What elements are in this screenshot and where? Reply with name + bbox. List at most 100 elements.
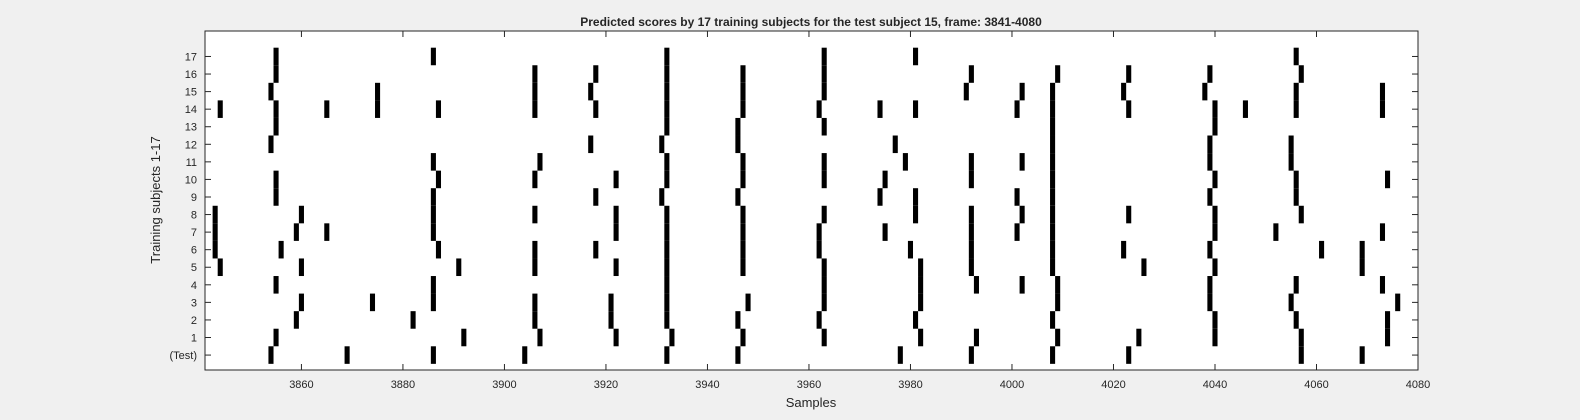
raster-mark [588,135,594,154]
raster-mark [968,205,974,224]
raster-mark [968,240,974,259]
raster-mark [1141,258,1147,277]
raster-mark [745,293,751,312]
y-tick-label: 12 [185,139,197,151]
raster-mark [1055,276,1061,294]
raster-mark [324,223,330,241]
raster-mark [435,100,442,118]
raster-mark [669,328,675,347]
raster-mark [1293,276,1299,294]
raster-mark [963,82,969,101]
raster-mark [913,311,919,329]
raster-mark [1379,223,1386,241]
raster-mark [902,153,908,171]
x-tick-label: 4040 [1203,379,1227,391]
raster-mark [1055,65,1061,83]
raster-mark [659,188,665,206]
raster-mark [740,153,746,171]
raster-mark [892,135,898,154]
raster-mark [1126,100,1132,118]
y-tick-label: 16 [185,69,197,81]
raster-mark [664,117,670,136]
x-tick-label: 3880 [391,379,415,391]
raster-mark [1395,293,1401,312]
raster-mark [1288,293,1294,312]
raster-mark [537,328,543,347]
y-tick-label: 17 [185,51,197,63]
raster-mark [897,346,903,364]
raster-mark [1050,223,1056,241]
y-tick-label: 8 [191,210,197,222]
raster-mark [968,65,974,83]
raster-mark [735,135,741,154]
raster-mark [664,293,670,312]
raster-mark [664,223,670,241]
raster-mark [968,153,974,171]
raster-mark [968,223,974,241]
raster-mark [273,328,279,347]
raster-mark [532,293,538,312]
raster-mark [1288,135,1294,154]
raster-mark [1212,117,1218,136]
raster-mark [664,240,670,259]
raster-mark [212,240,218,259]
raster-mark [1121,82,1127,101]
raster-mark [375,100,381,118]
y-tick-label: 13 [185,122,197,134]
raster-mark [430,223,436,241]
raster-mark [1288,153,1294,171]
raster-mark [1050,82,1056,101]
raster-mark [1121,240,1127,259]
raster-mark [664,346,670,364]
x-tick-label: 4080 [1406,379,1430,391]
raster-mark [532,311,538,329]
chart-title: Predicted scores by 17 training subjects… [580,15,1042,29]
raster-mark [608,311,614,329]
raster-mark [821,276,827,294]
x-tick-label: 4060 [1304,379,1328,391]
raster-mark [369,293,376,312]
y-tick-label: 6 [191,245,197,257]
raster-mark [664,82,670,101]
y-tick-label: 7 [191,227,197,239]
raster-mark [735,311,741,329]
raster-mark [821,117,827,136]
raster-mark [1212,100,1218,118]
raster-mark [1055,293,1061,312]
raster-mark [1019,205,1025,224]
raster-mark [877,188,883,206]
raster-mark [273,100,279,118]
y-tick-label: 4 [191,280,197,292]
raster-mark [1050,240,1056,259]
y-tick-label: 9 [191,192,197,204]
raster-mark [740,240,746,259]
raster-mark [435,170,442,189]
raster-mark [522,346,528,364]
raster-mark [430,276,436,294]
raster-mark [1050,346,1056,364]
raster-mark [298,258,304,277]
raster-mark [537,153,543,171]
raster-mark [918,293,924,312]
x-axis-label: Samples [786,395,837,410]
raster-mark [273,117,279,136]
raster-mark [821,258,827,277]
raster-mark [608,293,614,312]
raster-mark [913,205,919,224]
raster-mark [1050,205,1056,224]
x-tick-label: 4000 [1000,379,1024,391]
raster-mark [740,205,746,224]
raster-mark [588,82,594,101]
y-tick-label: 11 [186,157,197,169]
raster-mark [1212,328,1218,347]
raster-mark [735,346,741,364]
raster-mark [278,240,284,259]
raster-mark [1050,117,1056,136]
raster-mark [1273,223,1279,241]
raster-mark [273,188,279,206]
raster-mark [816,100,822,118]
raster-mark [1385,311,1391,329]
raster-mark [1359,258,1365,277]
raster-mark [968,346,974,364]
